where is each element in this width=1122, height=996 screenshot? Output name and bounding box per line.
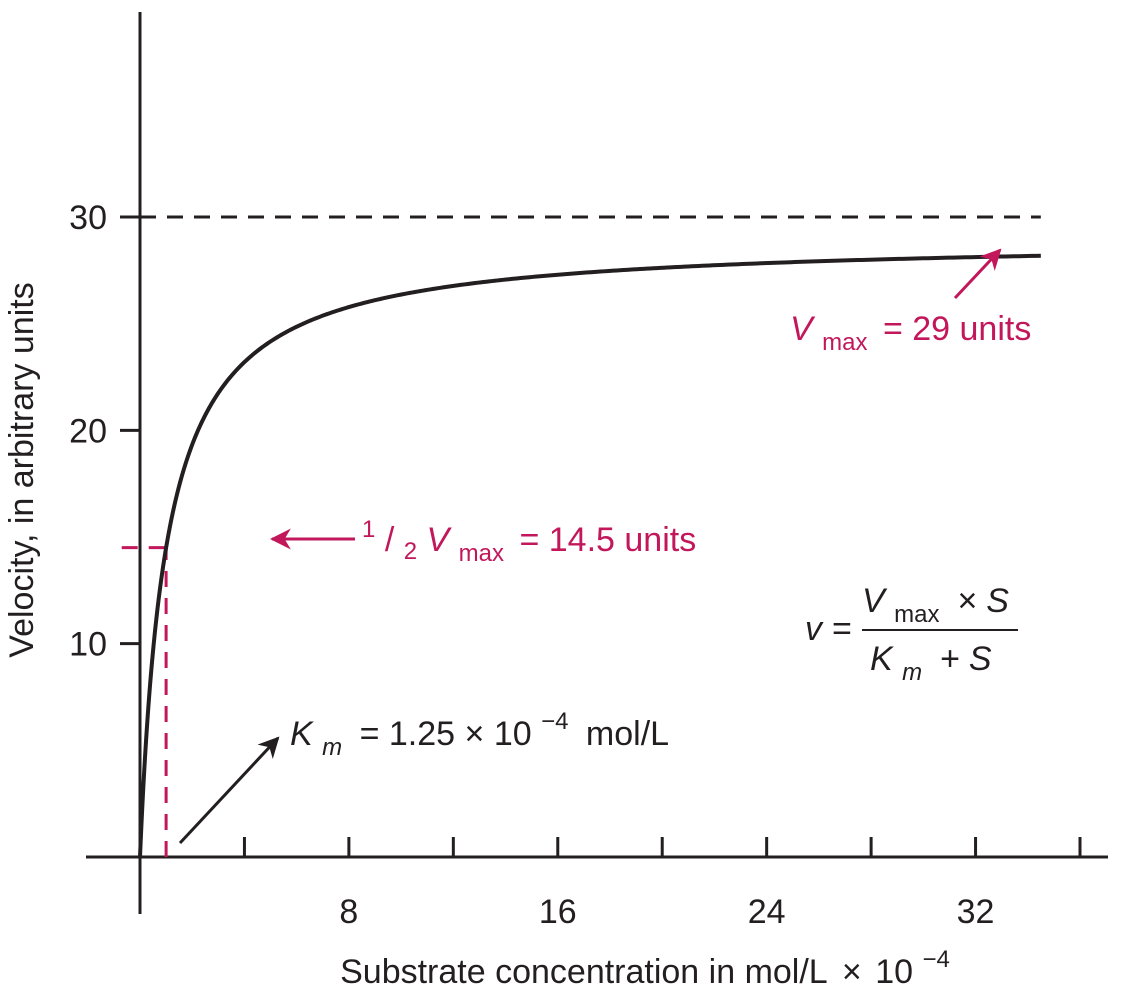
x-tick-label-32: 32 <box>957 893 995 931</box>
x-tick-label-16: 16 <box>539 893 577 931</box>
vmax-label: V max = 29 units <box>790 310 1031 358</box>
equation-numerator: V max × S <box>862 582 1009 630</box>
km-exponent: −4 <box>541 708 568 735</box>
km-subscript: m <box>322 734 342 761</box>
km-unit: mol/L <box>586 715 669 753</box>
x-tick-label-24: 24 <box>748 893 786 931</box>
y-tick-label-30: 30 <box>69 199 107 237</box>
x-axis-title-times: × <box>842 953 862 991</box>
y-axis-tick-labels: 10 20 30 <box>69 199 107 664</box>
equation-num-symbol: V <box>862 582 888 620</box>
half-vmax-symbol: V <box>427 521 453 559</box>
reference-lines <box>121 215 1041 857</box>
equation-den-symbol: K <box>870 640 894 678</box>
x-axis-title-exp: −4 <box>923 946 950 973</box>
y-axis-ticks <box>120 215 140 646</box>
y-axis-title: Velocity, in arbitrary units <box>3 282 41 657</box>
km-arrow <box>178 736 280 845</box>
equation-lhs: v = <box>805 610 851 648</box>
x-tick-label-8: 8 <box>339 893 358 931</box>
x-axis-title: Substrate concentration in mol/L × 10 −4 <box>340 946 950 991</box>
y-tick-label-20: 20 <box>69 412 107 450</box>
equation-denominator: K m + S <box>870 640 992 688</box>
vmax-symbol: V <box>790 310 816 348</box>
km-label: K m = 1.25 × 10 −4 mol/L <box>290 699 669 763</box>
equation-den-rest: + S <box>940 640 992 678</box>
half-vmax-numerator: 1 <box>362 516 375 543</box>
x-axis-title-text: Substrate concentration in mol/L <box>340 953 827 991</box>
half-vmax-subscript: max <box>459 540 504 567</box>
km-text: = 1.25 × 10 <box>360 715 532 753</box>
half-vmax-label: 1 / 2 V max = 14.5 units <box>362 507 696 569</box>
x-axis-ticks <box>242 837 1082 857</box>
vmax-arrow <box>953 248 1002 300</box>
x-axis-tick-labels: 8 16 24 32 <box>339 893 994 931</box>
equation-lhs-text: v = <box>805 610 851 648</box>
equation-num-subscript: max <box>894 601 939 628</box>
equation-num-rest: × S <box>957 582 1009 620</box>
equation-den-subscript: m <box>902 659 922 686</box>
x-axis-title-base: 10 <box>875 953 913 991</box>
y-tick-label-10: 10 <box>69 626 107 664</box>
vmax-subscript: max <box>822 329 867 356</box>
velocity-curve <box>138 253 1041 858</box>
vmax-text: = 29 units <box>883 310 1031 348</box>
half-vmax-text: = 14.5 units <box>519 521 696 559</box>
michaelis-menten-equation: v = V max × S K m + S <box>805 582 1018 688</box>
half-vmax-denominator: 2 <box>404 538 417 565</box>
half-vmax-slash: / <box>385 521 395 559</box>
km-symbol: K <box>290 715 314 753</box>
